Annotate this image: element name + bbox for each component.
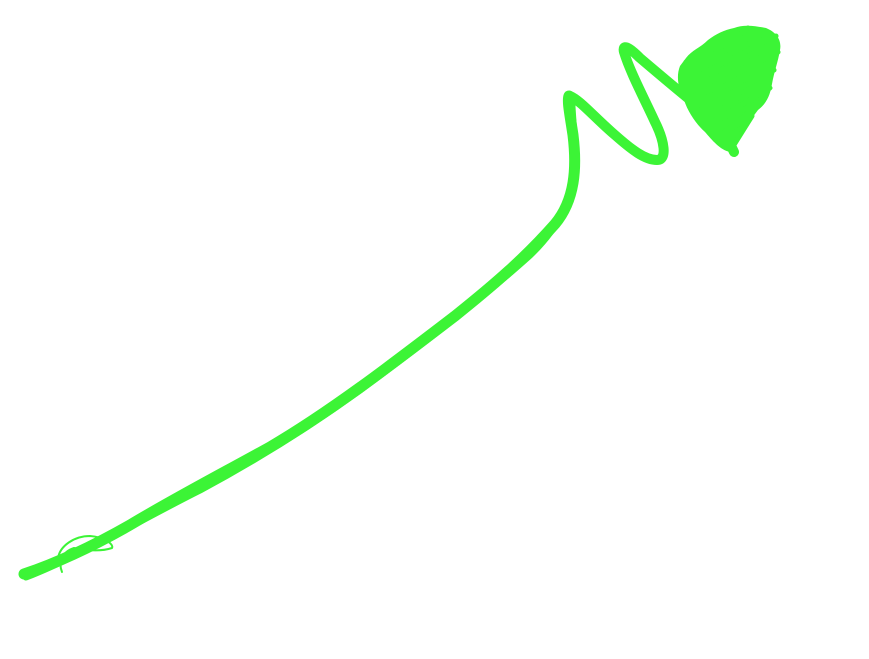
scribble-strokes [683,25,781,151]
main-stroke-shadow [22,94,578,581]
main-stroke [18,90,581,580]
start-loop [22,535,114,577]
